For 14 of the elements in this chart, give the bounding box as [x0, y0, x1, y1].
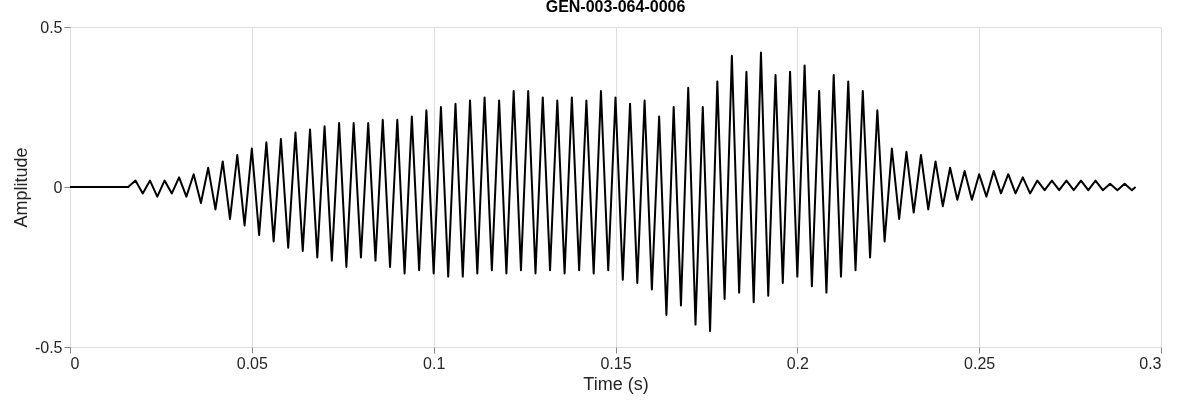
chart-title: GEN-003-064-0006: [545, 0, 686, 15]
x-tick-label: 0.05: [236, 354, 269, 372]
y-tick-label: 0.5: [40, 18, 63, 36]
x-tick-label: 0: [70, 354, 80, 372]
line-series: [70, 51, 1137, 332]
x-tick-label: 0.25: [964, 354, 996, 372]
x-tick-label: 0.1: [423, 354, 446, 372]
x-tick-label: 0.2: [786, 354, 810, 372]
x-tick-label: 0.15: [600, 354, 632, 372]
y-tick-label: 0: [53, 178, 63, 196]
x-tick-label: 0.3: [1139, 354, 1162, 372]
y-tick-label: -0.5: [34, 338, 63, 356]
y-axis-title: Amplitude: [10, 147, 31, 228]
x-axis-title: Time (s): [583, 373, 649, 394]
